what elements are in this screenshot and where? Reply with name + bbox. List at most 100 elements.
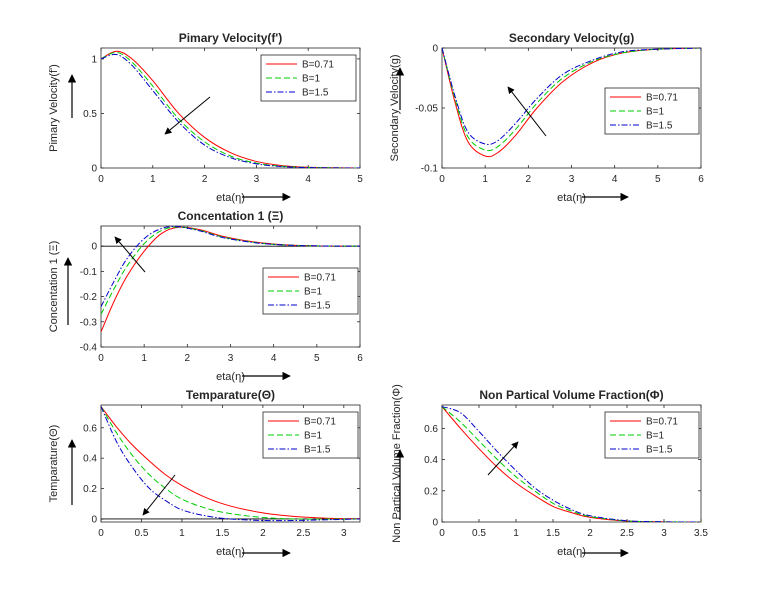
x-axis-label: eta(η) xyxy=(557,192,586,204)
legend-entry: B=1 xyxy=(302,74,321,85)
y-tick-label: -0.1 xyxy=(80,267,98,278)
legend-entry: B=1.5 xyxy=(646,121,673,132)
trend-arrow-icon xyxy=(487,441,519,476)
y-axis-label: Temparature(Θ) xyxy=(48,425,60,503)
y-tick-label: 0.4 xyxy=(83,454,97,465)
chart-panel-2: 0 1 2 3 4 5 6 -0.1 -0.05 0 Secondary Velocity(g) et… xyxy=(389,31,704,204)
y-tick-label: 0.5 xyxy=(83,109,97,120)
series-line-3 xyxy=(442,406,701,522)
legend-entry: B=1 xyxy=(646,107,665,118)
chart-panel-1: 0 1 2 3 4 5 0 0.5 1 Pimary Velocity(f') eta(η) Pima… xyxy=(48,31,363,204)
chart-panel-4: 0 0.5 1 1.5 2 2.5 3 0 0.2 0.4 0.6 Temparature(Θ) eta… xyxy=(48,388,361,558)
x-tick-label: 2 xyxy=(526,174,532,185)
x-tick-label: 1 xyxy=(482,174,488,185)
y-tick-label: 0 xyxy=(91,514,97,525)
legend: B=0.71 B=1 B=1.5 xyxy=(604,411,700,459)
series-line-2 xyxy=(442,406,701,522)
x-tick-label: 1 xyxy=(179,528,185,539)
y-tick-label: -0.2 xyxy=(80,292,98,303)
x-tick-label: 3.5 xyxy=(694,528,708,539)
x-tick-label: 3 xyxy=(569,174,575,185)
legend-entry: B=1.5 xyxy=(302,88,329,99)
legend: B=0.71 B=1 B=1.5 xyxy=(604,87,700,135)
y-tick-label: 0 xyxy=(91,242,97,253)
x-tick-label: 2.5 xyxy=(296,528,310,539)
x-tick-label: 1.5 xyxy=(546,528,560,539)
x-tick-label: 3 xyxy=(341,528,347,539)
y-tick-label: 0.2 xyxy=(83,484,97,495)
trend-arrow-icon xyxy=(507,86,547,137)
x-tick-label: 0 xyxy=(98,528,104,539)
series-group xyxy=(442,406,701,522)
x-tick-label: 4 xyxy=(271,353,277,364)
x-tick-label: 6 xyxy=(357,353,363,364)
y-tick-label: 0.2 xyxy=(424,486,438,497)
x-tick-label: 2 xyxy=(202,174,208,185)
y-tick-label: -0.4 xyxy=(80,343,98,354)
series-line-2 xyxy=(442,48,701,152)
y-tick-label: -0.1 xyxy=(421,164,439,175)
x-tick-label: 5 xyxy=(655,174,661,185)
legend-entry: B=1 xyxy=(646,431,665,442)
y-tick-label: 0.6 xyxy=(424,424,438,435)
legend-entry: B=1.5 xyxy=(304,445,331,456)
legend-box xyxy=(260,54,357,102)
legend: B=0.71 B=1 B=1.5 xyxy=(262,267,359,315)
x-tick-label: 0.5 xyxy=(472,528,486,539)
series-group xyxy=(101,50,360,168)
chart-title: Pimary Velocity(f') xyxy=(179,31,283,45)
chart-title: Non Partical Volume Fraction(Φ) xyxy=(479,388,663,402)
legend-entry: B=1.5 xyxy=(304,301,331,312)
x-tick-label: 0 xyxy=(439,528,445,539)
x-axis-label: eta(η) xyxy=(216,192,245,204)
x-tick-label: 2 xyxy=(185,353,191,364)
x-tick-label: 3 xyxy=(228,353,234,364)
series-line-1 xyxy=(101,406,360,520)
legend-entry: B=1 xyxy=(304,431,323,442)
x-tick-label: 6 xyxy=(698,174,704,185)
x-tick-label: 5 xyxy=(314,353,320,364)
series-group xyxy=(101,226,360,333)
y-axis-label: Concentation 1 (Ξ) xyxy=(48,241,60,333)
legend-entry: B=0.71 xyxy=(646,93,678,104)
x-tick-label: 0.5 xyxy=(135,528,149,539)
series-group xyxy=(442,48,701,158)
y-tick-label: 0.4 xyxy=(424,455,438,466)
trend-arrow-icon xyxy=(142,474,176,516)
x-tick-label: 1 xyxy=(150,174,156,185)
legend-entry: B=0.71 xyxy=(304,417,336,428)
y-axis-label: Secondary Velocity(g) xyxy=(389,55,401,162)
y-tick-label: 0 xyxy=(432,518,438,529)
y-axis-label: Non Partical Volume Fraction(Φ) xyxy=(391,384,403,543)
x-axis-label: eta(η) xyxy=(216,546,245,558)
series-line-2 xyxy=(101,406,360,520)
legend: B=0.71 B=1 B=1.5 xyxy=(262,411,359,459)
chart-panel-5: 0 0.5 1 1.5 2 2.5 3 3.5 0 0.2 0.4 0.6 Non Partical V… xyxy=(391,384,708,558)
chart-title: Secondary Velocity(g) xyxy=(509,31,634,45)
y-tick-label: -0.05 xyxy=(415,104,438,115)
chart-panel-3: 0 1 2 3 4 5 6 -0.4 -0.3 -0.2 -0.1 0 Concentation 1 (… xyxy=(48,209,363,383)
x-axis-label: eta(η) xyxy=(557,546,586,558)
y-tick-label: 0 xyxy=(432,44,438,55)
y-axis-label: Pimary Velocity(f') xyxy=(48,64,60,152)
y-tick-label: 0 xyxy=(91,164,97,175)
x-tick-label: 4 xyxy=(612,174,618,185)
series-line-3 xyxy=(442,48,701,146)
x-tick-label: 1 xyxy=(513,528,519,539)
trend-arrow-icon xyxy=(114,236,146,273)
series-group xyxy=(101,406,360,522)
series-line-3 xyxy=(101,406,360,522)
series-line-3 xyxy=(101,226,360,307)
legend-entry: B=0.71 xyxy=(646,417,678,428)
x-tick-label: 2 xyxy=(587,528,593,539)
chart-title: Temparature(Θ) xyxy=(186,388,275,402)
legend-entry: B=0.71 xyxy=(304,273,336,284)
y-tick-label: 1 xyxy=(91,54,97,65)
legend-entry: B=1.5 xyxy=(646,445,673,456)
x-tick-label: 3 xyxy=(661,528,667,539)
x-tick-label: 1.5 xyxy=(215,528,229,539)
chart-title: Concentation 1 (Ξ) xyxy=(178,209,284,223)
legend-entry: B=0.71 xyxy=(302,60,334,71)
x-tick-label: 0 xyxy=(98,353,104,364)
x-tick-label: 4 xyxy=(305,174,311,185)
